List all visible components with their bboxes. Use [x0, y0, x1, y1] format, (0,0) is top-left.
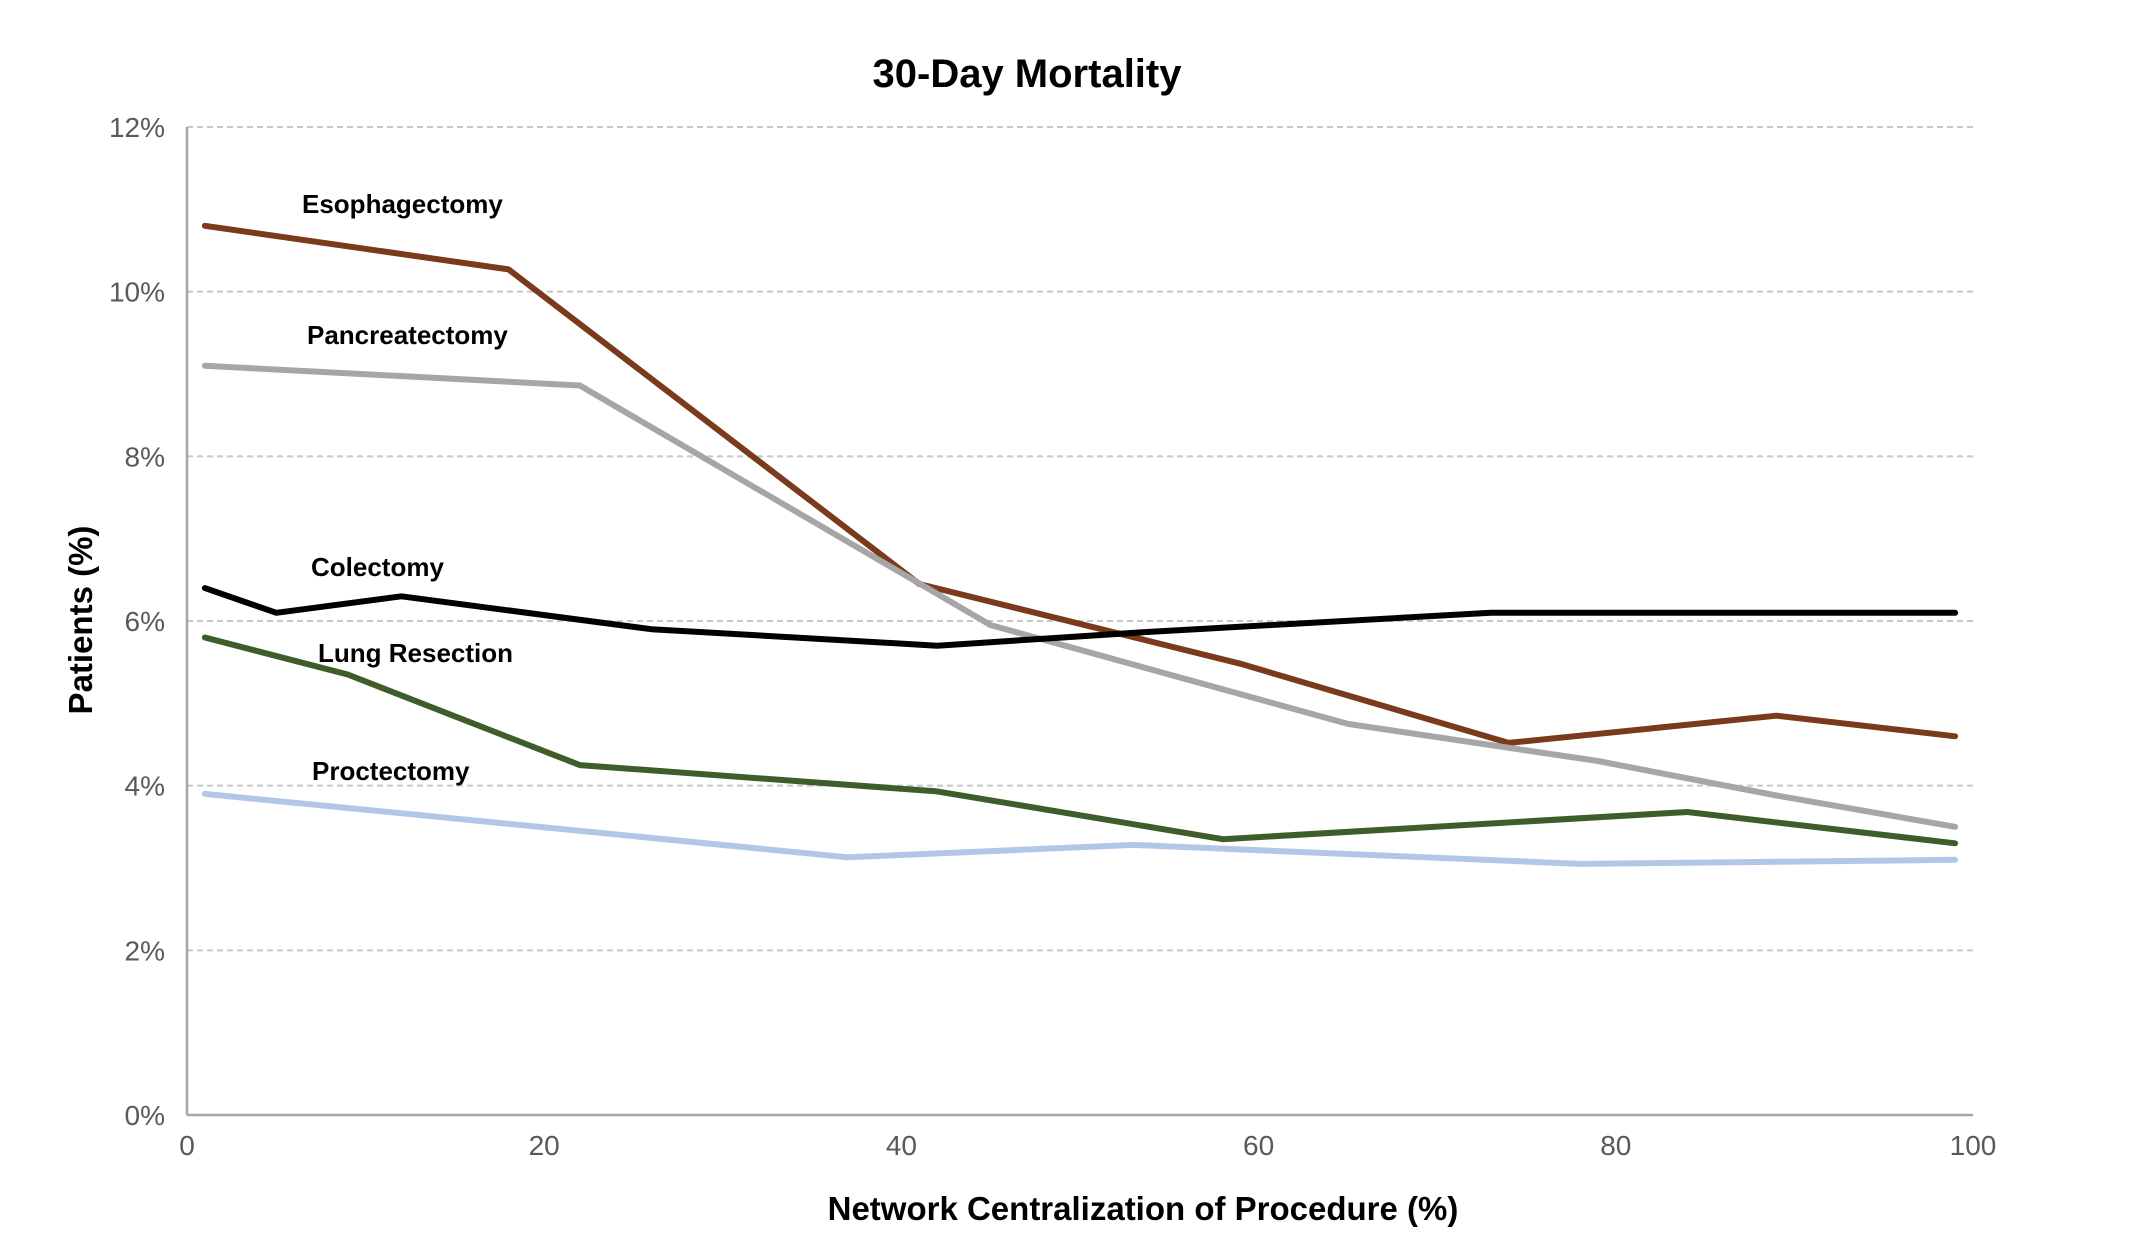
series-line-pancreatectomy	[201, 362, 1959, 830]
x-tick-label: 20	[529, 1130, 560, 1161]
y-tick-label: 2%	[125, 935, 165, 966]
series-lines	[201, 222, 1959, 867]
axes	[185, 127, 1973, 1117]
x-tick-label: 40	[886, 1130, 917, 1161]
y-tick-label: 4%	[125, 771, 165, 802]
y-tick-label: 12%	[109, 112, 165, 143]
series-label-lung-resection: Lung Resection	[318, 638, 513, 668]
y-tick-label: 8%	[125, 441, 165, 472]
x-tick-label: 60	[1243, 1130, 1274, 1161]
x-tick-label: 100	[1950, 1130, 1997, 1161]
series-line-lung-resection	[201, 634, 1959, 847]
y-tick-label: 0%	[125, 1100, 165, 1131]
series-line-colectomy	[201, 585, 1959, 649]
gridlines	[187, 126, 1973, 952]
series-line-esophagectomy	[201, 222, 1959, 746]
series-label-colectomy: Colectomy	[311, 552, 444, 582]
y-tick-label: 6%	[125, 606, 165, 637]
y-tick-label: 10%	[109, 277, 165, 308]
x-tick-label: 80	[1600, 1130, 1631, 1161]
series-label-proctectomy: Proctectomy	[312, 756, 470, 786]
y-axis-title: Patients (%)	[62, 526, 99, 715]
x-axis-title: Network Centralization of Procedure (%)	[828, 1190, 1459, 1227]
tick-labels: 0% 2% 4% 6% 8% 10% 12% 0 20 40 60 80 100	[109, 112, 1996, 1161]
series-label-pancreatectomy: Pancreatectomy	[307, 320, 508, 350]
series-labels: Esophagectomy Pancreatectomy Colectomy Lung…	[302, 189, 513, 786]
series-line-proctectomy	[201, 790, 1959, 867]
x-tick-label: 0	[179, 1130, 195, 1161]
chart-title: 30-Day Mortality	[873, 52, 1183, 96]
series-label-esophagectomy: Esophagectomy	[302, 189, 503, 219]
